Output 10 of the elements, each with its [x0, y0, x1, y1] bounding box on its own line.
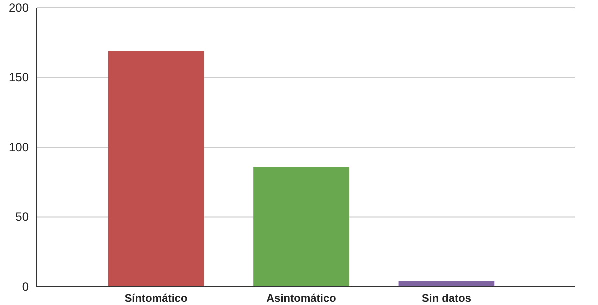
bar	[254, 167, 350, 287]
x-tick-label: Asintomático	[266, 292, 337, 305]
y-tick-label: 100	[8, 140, 30, 154]
x-tick-label: Síntomático	[124, 292, 188, 305]
bar	[108, 51, 204, 287]
y-tick-label: 50	[16, 210, 30, 224]
x-tick-label: Sin datos	[422, 292, 472, 305]
y-tick-label: 200	[8, 0, 30, 15]
y-tick-label: 0	[22, 280, 30, 294]
y-tick-label: 150	[8, 70, 30, 85]
